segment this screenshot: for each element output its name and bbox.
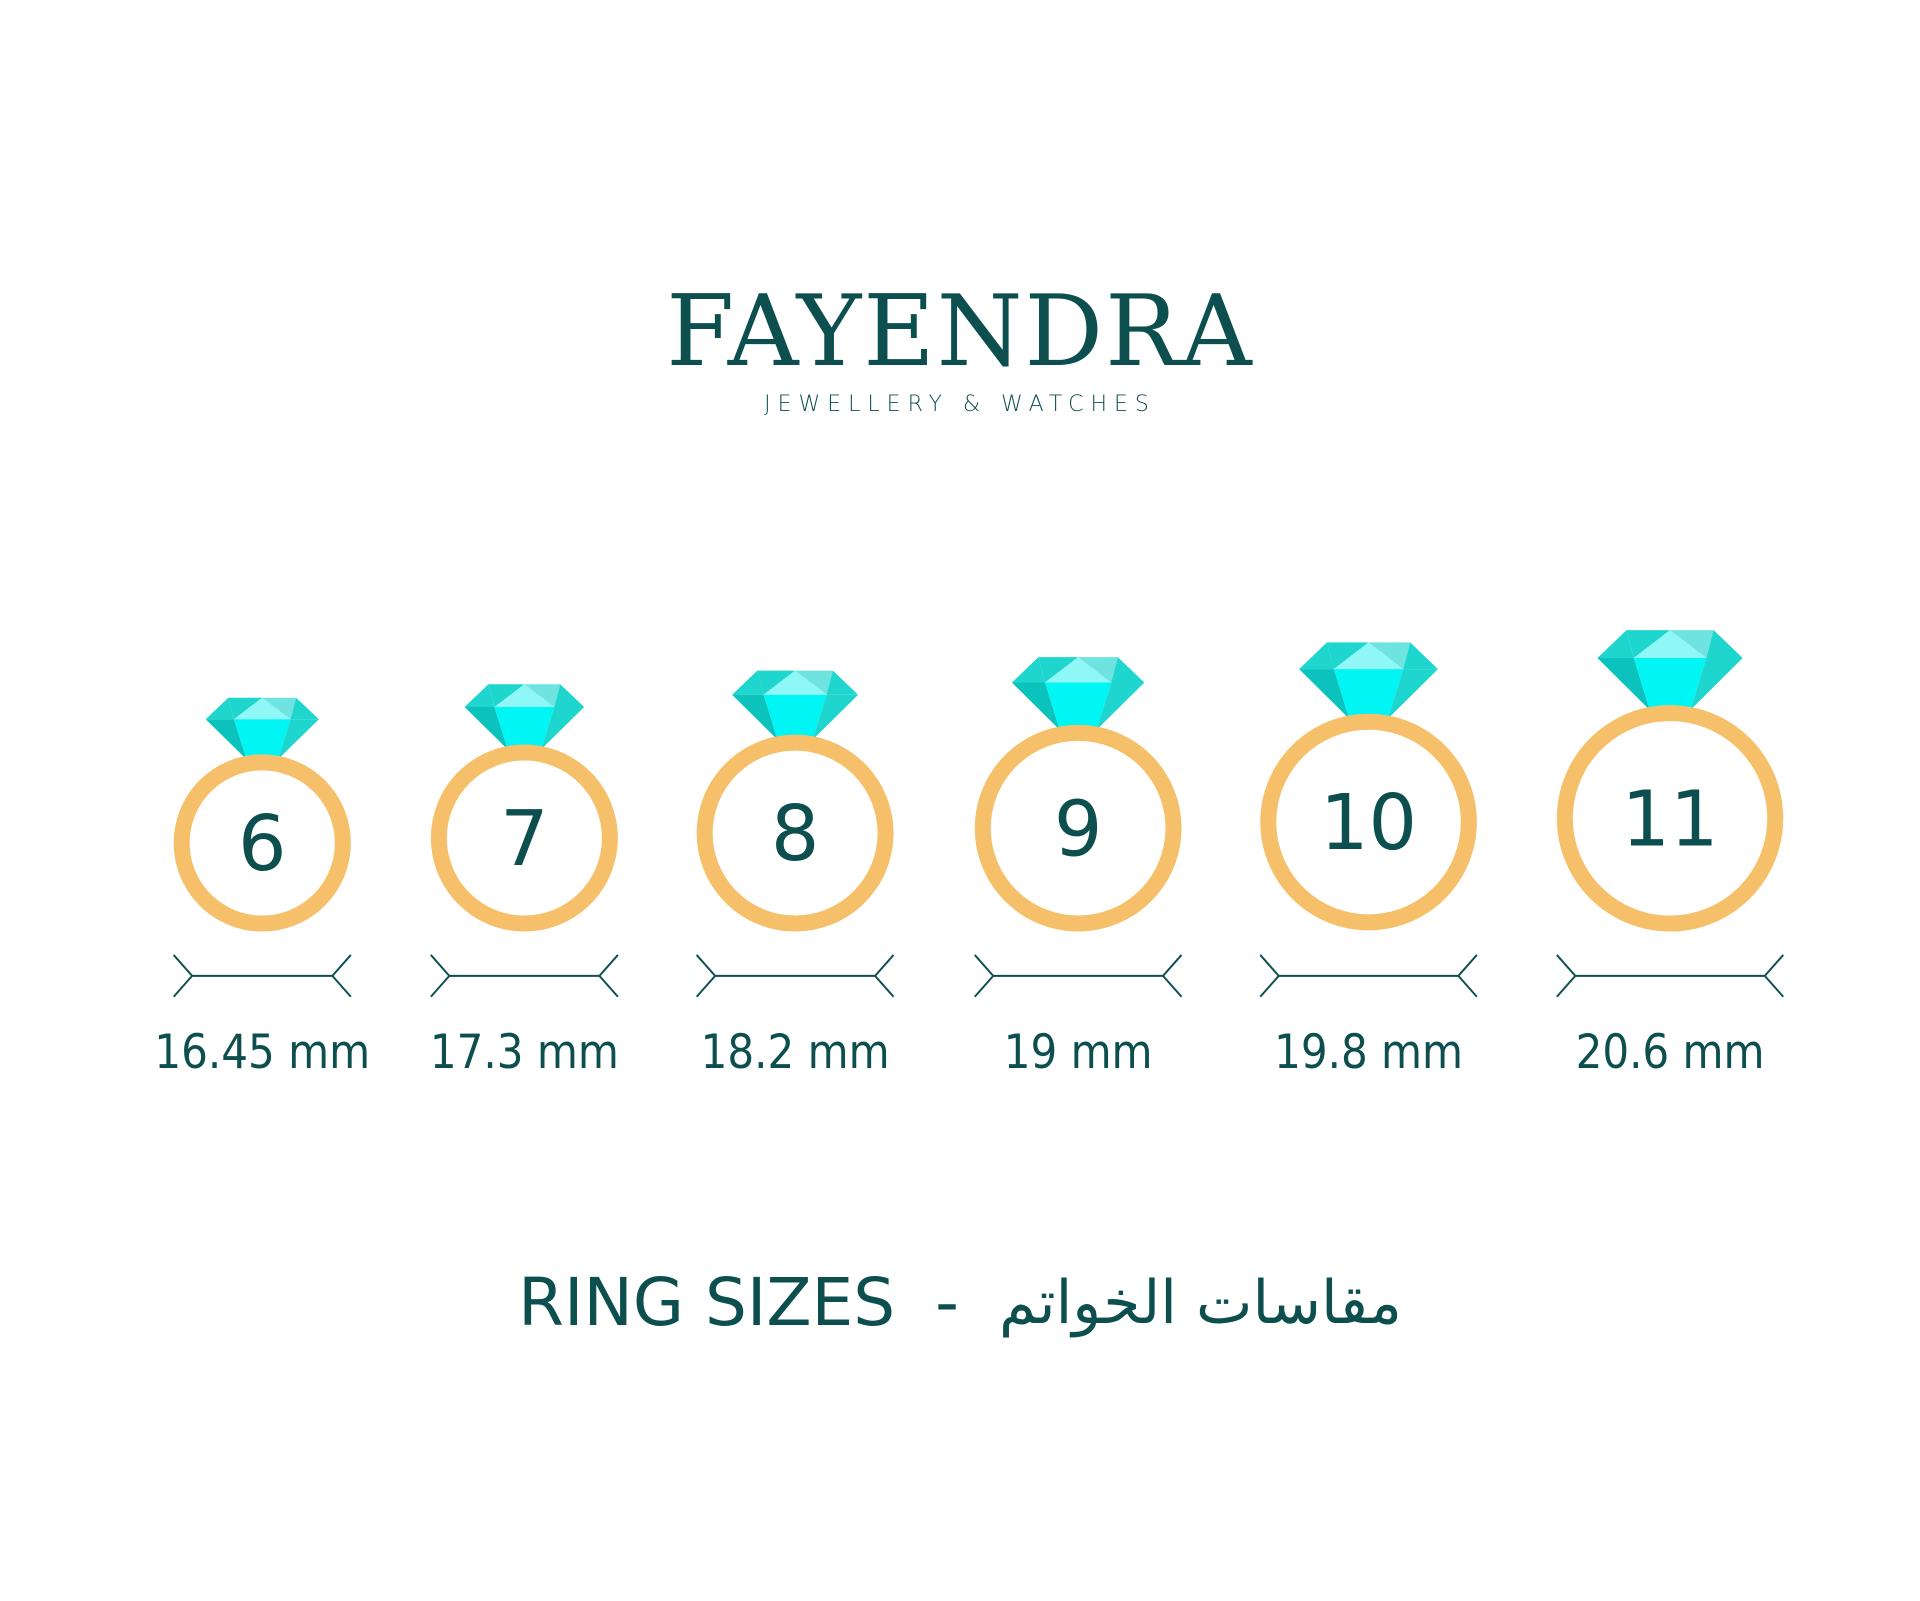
ring-size-number: 9 <box>1054 784 1103 873</box>
diameter-label: 19.8 mm <box>1274 1026 1463 1080</box>
diamond-facet <box>1038 657 1079 683</box>
ring-band <box>1260 713 1477 931</box>
diamond-icon <box>464 684 585 750</box>
diamond-facet <box>494 707 555 750</box>
diameter-measure-line <box>430 954 619 998</box>
diamond-facet <box>1299 642 1334 670</box>
diamond-facet <box>1333 642 1404 670</box>
diameter-label: 16.45 mm <box>154 1026 370 1080</box>
diameter-measure-line <box>695 954 895 998</box>
diamond-facet <box>205 719 247 760</box>
ring-size-11: 11 20.6 mm <box>1556 630 1785 1080</box>
diamond-facet <box>1633 630 1707 659</box>
brand-logo-name: FAYENDRA <box>666 275 1254 389</box>
right-arrow-icon <box>1161 954 1183 998</box>
diamond-facet <box>1706 630 1743 659</box>
right-arrow-icon <box>873 954 895 998</box>
diamond-icon <box>1299 642 1438 719</box>
diamond-facet <box>494 684 555 708</box>
diamond-facet <box>757 670 796 695</box>
diamond-facet <box>1633 658 1707 711</box>
diamond-facet <box>826 670 859 695</box>
right-arrow-icon <box>331 954 352 998</box>
diamond-icon <box>1011 657 1145 730</box>
diameter-measure-line <box>1556 954 1785 998</box>
ring-size-10: 10 19.8 mm <box>1259 642 1478 1080</box>
ring-size-6: 6 16.45 mm <box>154 697 370 1080</box>
diameter-label: 20.6 mm <box>1576 1026 1765 1080</box>
diamond-facet <box>554 684 585 708</box>
left-arrow-icon <box>1259 954 1281 998</box>
diamond-facet <box>1045 657 1112 683</box>
ring-band <box>974 724 1182 932</box>
ring-band <box>696 734 894 932</box>
diamond-facet <box>464 684 495 708</box>
ring-band <box>430 744 618 932</box>
left-arrow-icon <box>430 954 451 998</box>
diamond-icon <box>732 670 859 740</box>
diameter-label: 18.2 mm <box>701 1026 890 1080</box>
ring-band <box>173 754 351 932</box>
diamond-icon <box>1597 630 1743 711</box>
diamond-facet <box>795 670 833 695</box>
diamond-facet <box>1011 657 1046 683</box>
left-arrow-icon <box>974 954 995 998</box>
diamond-facet <box>262 697 297 720</box>
title-arabic: مقاسات الخواتم <box>998 1267 1402 1338</box>
ring-size-7: 7 17.3 mm <box>430 684 619 1080</box>
diamond-facet <box>1111 657 1145 683</box>
left-arrow-icon <box>1556 954 1577 998</box>
right-arrow-icon <box>598 954 619 998</box>
diamond-facet <box>524 684 561 708</box>
diamond-facet <box>732 670 764 695</box>
diameter-label: 17.3 mm <box>430 1026 619 1080</box>
title-separator: - <box>935 1264 959 1342</box>
ring-size-9: 9 19 mm <box>974 657 1183 1080</box>
diamond-facet <box>464 707 508 750</box>
ring-size-number: 11 <box>1622 774 1719 863</box>
diamond-facet <box>1403 642 1438 670</box>
diamond-facet <box>233 697 291 720</box>
left-arrow-icon <box>695 954 717 998</box>
ring-size-8: 8 18.2 mm <box>695 670 895 1080</box>
ring-band <box>1556 705 1784 932</box>
diamond-facet <box>763 694 827 740</box>
diamond-facet <box>1078 657 1118 683</box>
diamond-facet <box>488 684 525 708</box>
diameter-measure-line <box>172 954 352 998</box>
diamond-facet <box>1326 642 1369 670</box>
ring-size-number: 10 <box>1320 778 1417 867</box>
right-arrow-icon <box>1763 954 1785 998</box>
diamond-facet <box>1626 630 1671 659</box>
diamond-facet <box>233 719 291 760</box>
ring-size-number: 7 <box>500 794 549 883</box>
right-arrow-icon <box>1457 954 1478 998</box>
diamond-facet <box>1670 630 1714 659</box>
page-title: RING SIZES - مقاسات الخواتم <box>0 1260 1920 1341</box>
diamond-facet <box>228 697 263 720</box>
diamond-facet <box>205 697 234 720</box>
diamond-facet <box>1045 682 1112 730</box>
diamond-facet <box>1597 630 1634 659</box>
ring-size-number: 8 <box>771 789 820 878</box>
title-english: RING SIZES <box>518 1264 896 1342</box>
diamond-facet <box>541 707 585 750</box>
diameter-label: 19 mm <box>1004 1026 1153 1080</box>
diamond-facet <box>1333 669 1404 719</box>
diameter-measure-line <box>974 954 1183 998</box>
brand-tagline: JEWELLERY & WATCHES <box>764 392 1156 417</box>
left-arrow-icon <box>172 954 194 998</box>
diamond-facet <box>1690 658 1743 711</box>
diamond-facet <box>290 697 319 720</box>
diamond-facet <box>1368 642 1411 670</box>
ring-size-number: 6 <box>238 799 287 888</box>
diamond-icon <box>205 697 319 760</box>
diameter-measure-line <box>1259 954 1478 998</box>
diamond-facet <box>763 670 827 695</box>
